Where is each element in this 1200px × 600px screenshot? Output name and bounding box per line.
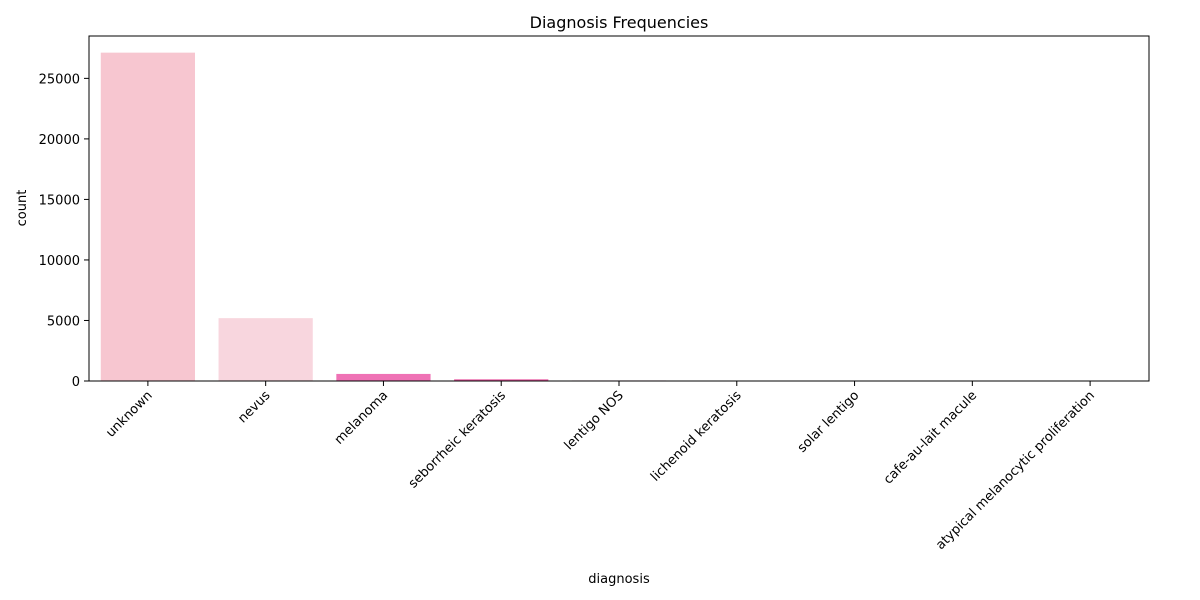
x-tick-label: cafe-au-lait macule — [881, 388, 980, 487]
x-tick-label: lichenoid keratosis — [648, 388, 745, 485]
y-tick-label: 5000 — [47, 314, 80, 329]
x-tick-label: solar lentigo — [795, 388, 863, 456]
y-tick-label: 0 — [72, 375, 80, 390]
y-axis-ticks: 0 5000 10000 15000 20000 25000 — [39, 72, 89, 390]
chart-title: Diagnosis Frequencies — [530, 13, 709, 32]
x-tick-label: melanoma — [332, 388, 391, 447]
bar-1 — [218, 318, 313, 381]
x-tick-label: lentigo NOS — [562, 388, 627, 453]
x-axis-ticks: unknown nevus melanoma seborrheic keratosis… — [103, 381, 1098, 553]
bar-2 — [336, 373, 431, 381]
x-axis-label: diagnosis — [588, 572, 650, 587]
plot-frame — [88, 35, 1150, 382]
y-tick-label: 15000 — [39, 193, 80, 208]
bar-0 — [100, 52, 195, 382]
x-tick-label: unknown — [103, 388, 155, 440]
y-tick-label: 10000 — [39, 254, 80, 269]
y-axis-label: count — [15, 190, 30, 227]
x-tick-label: seborrheic keratosis — [406, 388, 509, 491]
y-tick-label: 25000 — [39, 72, 80, 87]
y-tick-label: 20000 — [39, 133, 80, 148]
x-tick-label: nevus — [235, 388, 273, 426]
bars-group — [100, 52, 1138, 382]
bar-3 — [454, 379, 549, 381]
